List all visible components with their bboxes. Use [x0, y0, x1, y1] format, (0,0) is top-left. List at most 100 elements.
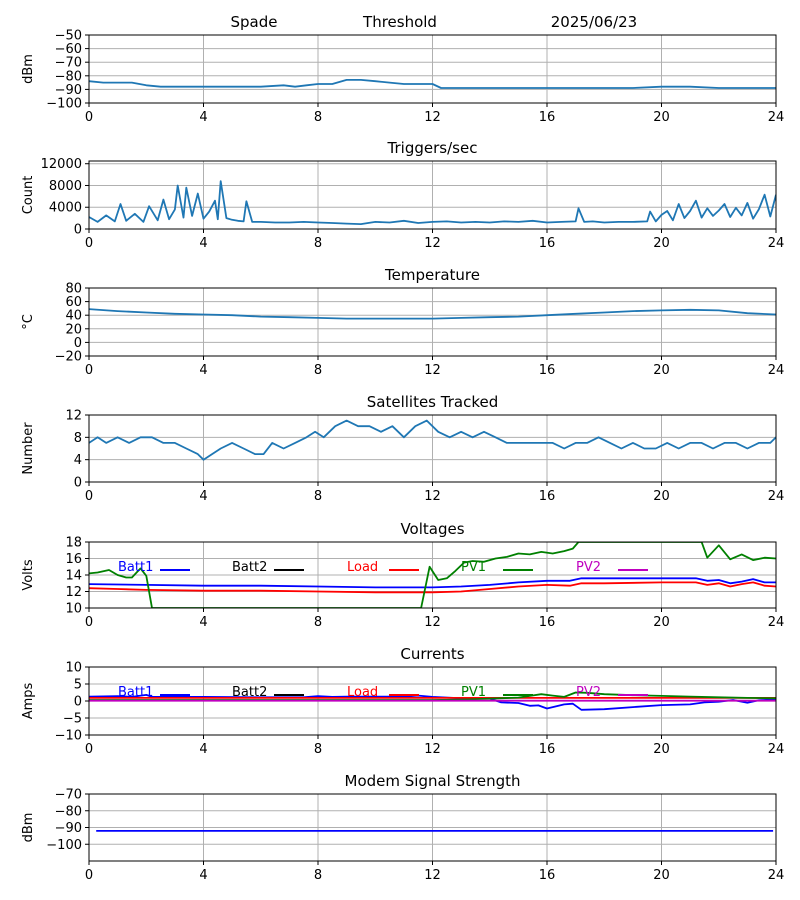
x-tick-label: 24 [768, 236, 785, 251]
x-tick-label: 12 [424, 489, 441, 504]
panel-threshold: 0 4 8 12 16 20 24 −100−90−80−70−60−50 dBm [21, 29, 784, 126]
x-tick-label: 12 [424, 236, 441, 251]
panel-satellites: 0 4 8 12 16 20 24 0 4 8 12 Satellites Tracked Number [21, 393, 784, 504]
y-tick-label: −70 [55, 56, 82, 71]
header-station: Spade [231, 13, 278, 31]
series-line-triggers [89, 180, 776, 226]
panel-triggers: 0 4 8 12 16 20 24 0 4000 8000 12000 Triggers/sec Cou… [21, 139, 784, 251]
y-tick-label: 4000 [49, 201, 82, 216]
y-axis-label: dBm [21, 813, 36, 843]
chart-title: Currents [400, 645, 464, 663]
x-tick-label: 16 [539, 236, 556, 251]
x-tick-label: 16 [539, 868, 556, 883]
x-tick-label: 24 [768, 110, 785, 125]
y-tick-label: 12000 [41, 157, 82, 172]
x-tick-label: 24 [768, 868, 785, 883]
x-tick-label: 12 [424, 110, 441, 125]
y-tick-label: 0 [74, 476, 82, 491]
y-tick-label: 40 [65, 309, 82, 324]
x-tick-label: 12 [424, 742, 441, 757]
y-axis-label: Volts [21, 559, 36, 591]
legend-label-load: Load [347, 685, 378, 700]
x-tick-label: 0 [85, 615, 93, 630]
x-tick-label: 20 [653, 868, 670, 883]
x-tick-label: 20 [653, 742, 670, 757]
x-tick-label: 8 [314, 236, 322, 251]
y-tick-label: −80 [55, 69, 82, 84]
chart-title: Modem Signal Strength [345, 772, 521, 790]
x-tick-label: 8 [314, 489, 322, 504]
chart-title: Satellites Tracked [367, 393, 498, 411]
x-tick-label: 4 [199, 236, 207, 251]
header-date: 2025/06/23 [551, 13, 637, 31]
x-tick-label: 4 [199, 742, 207, 757]
y-tick-label: −90 [55, 821, 82, 836]
series-group [89, 180, 776, 226]
x-tick-label: 24 [768, 489, 785, 504]
x-tick-label: 4 [199, 489, 207, 504]
x-tick-label: 0 [85, 489, 93, 504]
legend-label-pv1: PV1 [461, 560, 486, 575]
x-tick-label: 24 [768, 363, 785, 378]
y-tick-label: −80 [55, 804, 82, 819]
x-tick-label: 16 [539, 615, 556, 630]
y-tick-label: 0 [74, 223, 82, 238]
panel-modem: 0 4 8 12 16 20 24 −100 −90 −80−70 Modem Signal Str… [21, 772, 784, 883]
legend-label-pv2: PV2 [576, 560, 601, 575]
y-axis-label: dBm [21, 54, 36, 84]
y-tick-label: 10 [65, 661, 82, 676]
x-tick-label: 4 [199, 615, 207, 630]
x-tick-label: 20 [653, 363, 670, 378]
y-tick-label: 12 [65, 409, 82, 424]
y-tick-label: 10 [65, 602, 82, 617]
x-tick-label: 16 [539, 742, 556, 757]
x-tick-label: 0 [85, 110, 93, 125]
y-tick-label: 8 [74, 431, 82, 446]
x-tick-label: 8 [314, 110, 322, 125]
x-tick-label: 16 [539, 489, 556, 504]
x-tick-label: 12 [424, 363, 441, 378]
legend-label-pv1: PV1 [461, 685, 486, 700]
y-tick-label: 5 [74, 678, 82, 693]
legend: Batt1 Batt2 Load PV1 PV2 [118, 685, 648, 700]
x-tick-label: 0 [85, 742, 93, 757]
chart-title: Voltages [400, 520, 464, 538]
y-tick-label: −100 [46, 838, 82, 853]
chart-title: Triggers/sec [387, 139, 478, 157]
header-plot-kind: Threshold [362, 13, 437, 31]
legend: Batt1 Batt2 Load PV1 PV2 [118, 560, 648, 575]
series-group [89, 79, 776, 89]
x-tick-label: 12 [424, 868, 441, 883]
y-tick-label: −100 [46, 97, 82, 112]
y-tick-label: 12 [65, 585, 82, 600]
y-tick-label: −90 [55, 83, 82, 98]
series-line-pv1 [89, 542, 776, 608]
series-line-satellites [89, 419, 776, 461]
y-axis-label: Count [21, 176, 36, 215]
series-line-threshold [89, 79, 776, 89]
y-tick-label: 4 [74, 453, 82, 468]
x-tick-label: 8 [314, 868, 322, 883]
series-line-batt1 [89, 577, 776, 589]
x-tick-label: 4 [199, 868, 207, 883]
legend-label-batt1: Batt1 [118, 685, 153, 700]
legend-label-load: Load [347, 560, 378, 575]
y-tick-label: −50 [55, 29, 82, 44]
y-axis-label: Amps [21, 682, 36, 719]
x-tick-label: 8 [314, 615, 322, 630]
x-tick-label: 20 [653, 615, 670, 630]
y-tick-label: −60 [55, 42, 82, 57]
x-tick-label: 16 [539, 110, 556, 125]
x-tick-label: 4 [199, 110, 207, 125]
series-group [89, 419, 776, 461]
x-tick-label: 24 [768, 742, 785, 757]
x-tick-label: 20 [653, 236, 670, 251]
legend-label-batt2: Batt2 [232, 560, 267, 575]
y-tick-label: 0 [74, 695, 82, 710]
series-group [89, 691, 776, 711]
series-line-temperature [89, 308, 776, 320]
y-tick-label: 60 [65, 295, 82, 310]
